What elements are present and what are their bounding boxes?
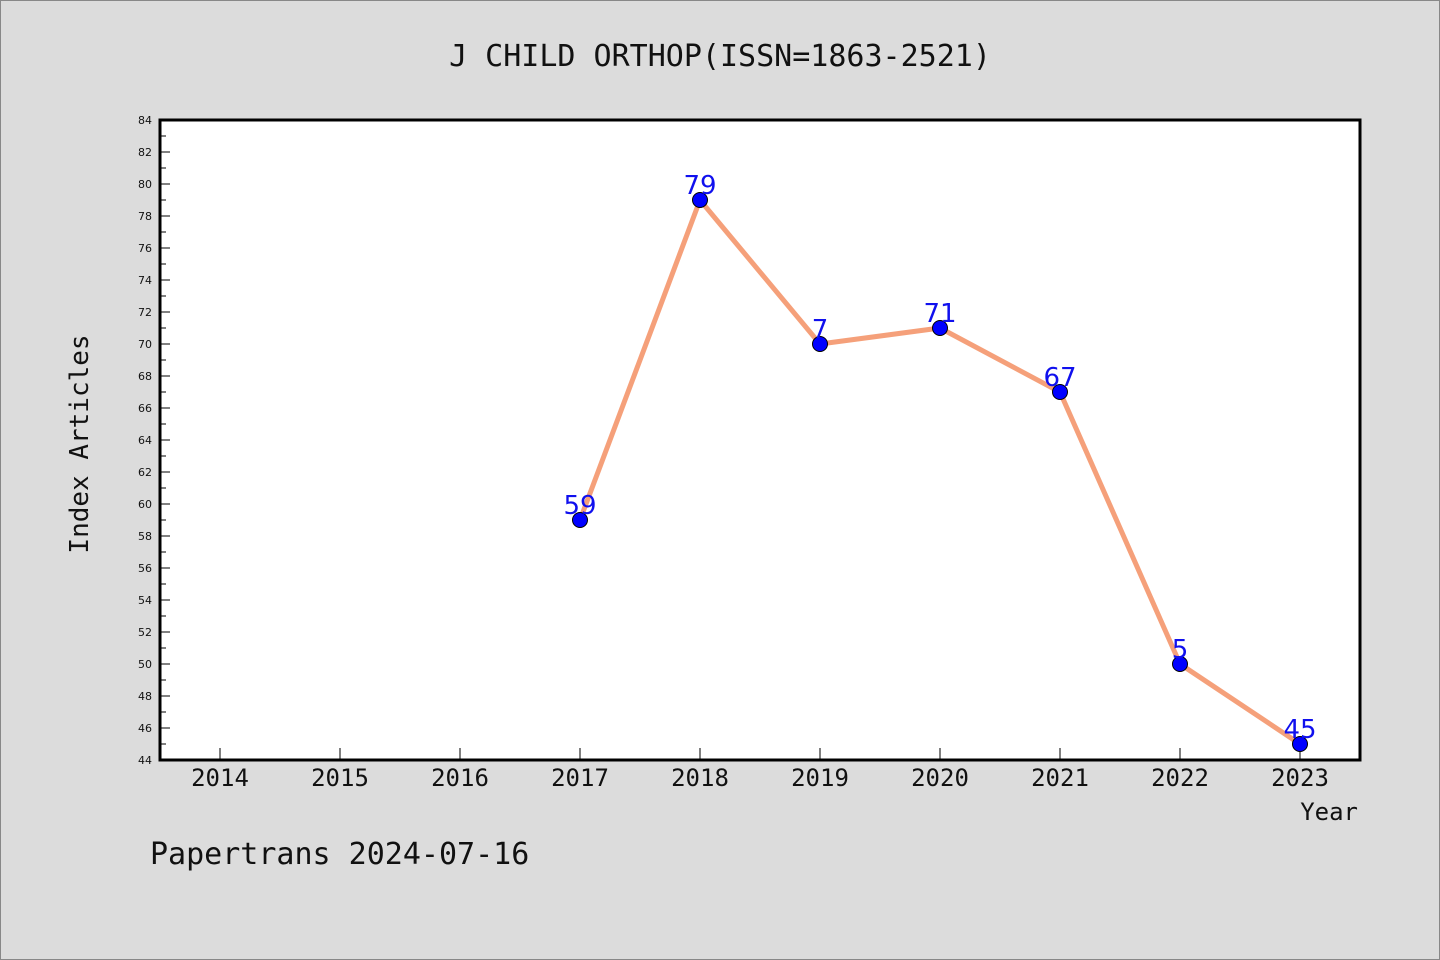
data-point — [932, 320, 948, 336]
data-point — [572, 512, 588, 528]
y-tick-label: 82 — [138, 146, 152, 159]
x-tick-label: 2016 — [431, 764, 489, 792]
x-tick-label: 2021 — [1031, 764, 1089, 792]
y-tick-label: 68 — [138, 370, 152, 383]
y-tick-label: 62 — [138, 466, 152, 479]
y-tick-label: 52 — [138, 626, 152, 639]
y-tick-label: 84 — [138, 114, 152, 127]
y-axis-label: Index Articles — [65, 334, 95, 553]
chart-title: J CHILD ORTHOP(ISSN=1863-2521) — [449, 39, 991, 74]
y-tick-label: 74 — [138, 274, 152, 287]
data-label: 59 — [563, 491, 596, 521]
data-label: 7 — [812, 315, 829, 345]
x-tick-label: 2017 — [551, 764, 609, 792]
y-tick-label: 64 — [138, 434, 152, 447]
y-tick-label: 66 — [138, 402, 152, 415]
y-tick-label: 76 — [138, 242, 152, 255]
x-tick-label: 2015 — [311, 764, 369, 792]
data-point — [692, 192, 708, 208]
plot-area — [158, 118, 1362, 762]
y-tick-label: 70 — [138, 338, 152, 351]
x-tick-label: 2018 — [671, 764, 729, 792]
y-tick-label: 80 — [138, 178, 152, 191]
y-tick-label: 48 — [138, 690, 152, 703]
x-tick-label: 2014 — [191, 764, 249, 792]
y-tick-label: 60 — [138, 498, 152, 511]
y-tick-label: 58 — [138, 530, 152, 543]
series-line — [572, 192, 1308, 752]
x-tick-label: 2020 — [911, 764, 969, 792]
y-tick-label: 78 — [138, 210, 152, 223]
data-point — [1052, 384, 1068, 400]
y-axis: 44 46 48 50 52 54 56 58 60 62 64 66 68 70 72 74 76 78 80 82… — [138, 114, 170, 767]
data-label: 45 — [1283, 715, 1316, 745]
x-tick-label: 2022 — [1151, 764, 1209, 792]
data-label: 79 — [683, 171, 716, 201]
x-tick-label: 2019 — [791, 764, 849, 792]
data-label: 5 — [1172, 635, 1189, 665]
data-labels: 59 79 7 71 67 5 45 — [563, 171, 1316, 745]
footer-source: Papertrans 2024-07-16 — [150, 837, 529, 872]
x-tick-label: 2023 — [1271, 764, 1329, 792]
data-point — [1172, 656, 1188, 672]
data-label: 67 — [1043, 363, 1076, 393]
data-label: 71 — [923, 299, 956, 329]
data-point — [812, 336, 828, 352]
y-tick-label: 54 — [138, 594, 152, 607]
y-tick-label: 56 — [138, 562, 152, 575]
x-axis-label: Year — [1300, 798, 1358, 826]
data-point — [1292, 736, 1308, 752]
y-tick-label: 50 — [138, 658, 152, 671]
x-axis: 2014 2015 2016 2017 2018 2019 2020 2021 2022 2023 — [191, 748, 1329, 792]
y-tick-label: 46 — [138, 722, 152, 735]
y-tick-label: 72 — [138, 306, 152, 319]
y-tick-label: 44 — [138, 754, 152, 767]
